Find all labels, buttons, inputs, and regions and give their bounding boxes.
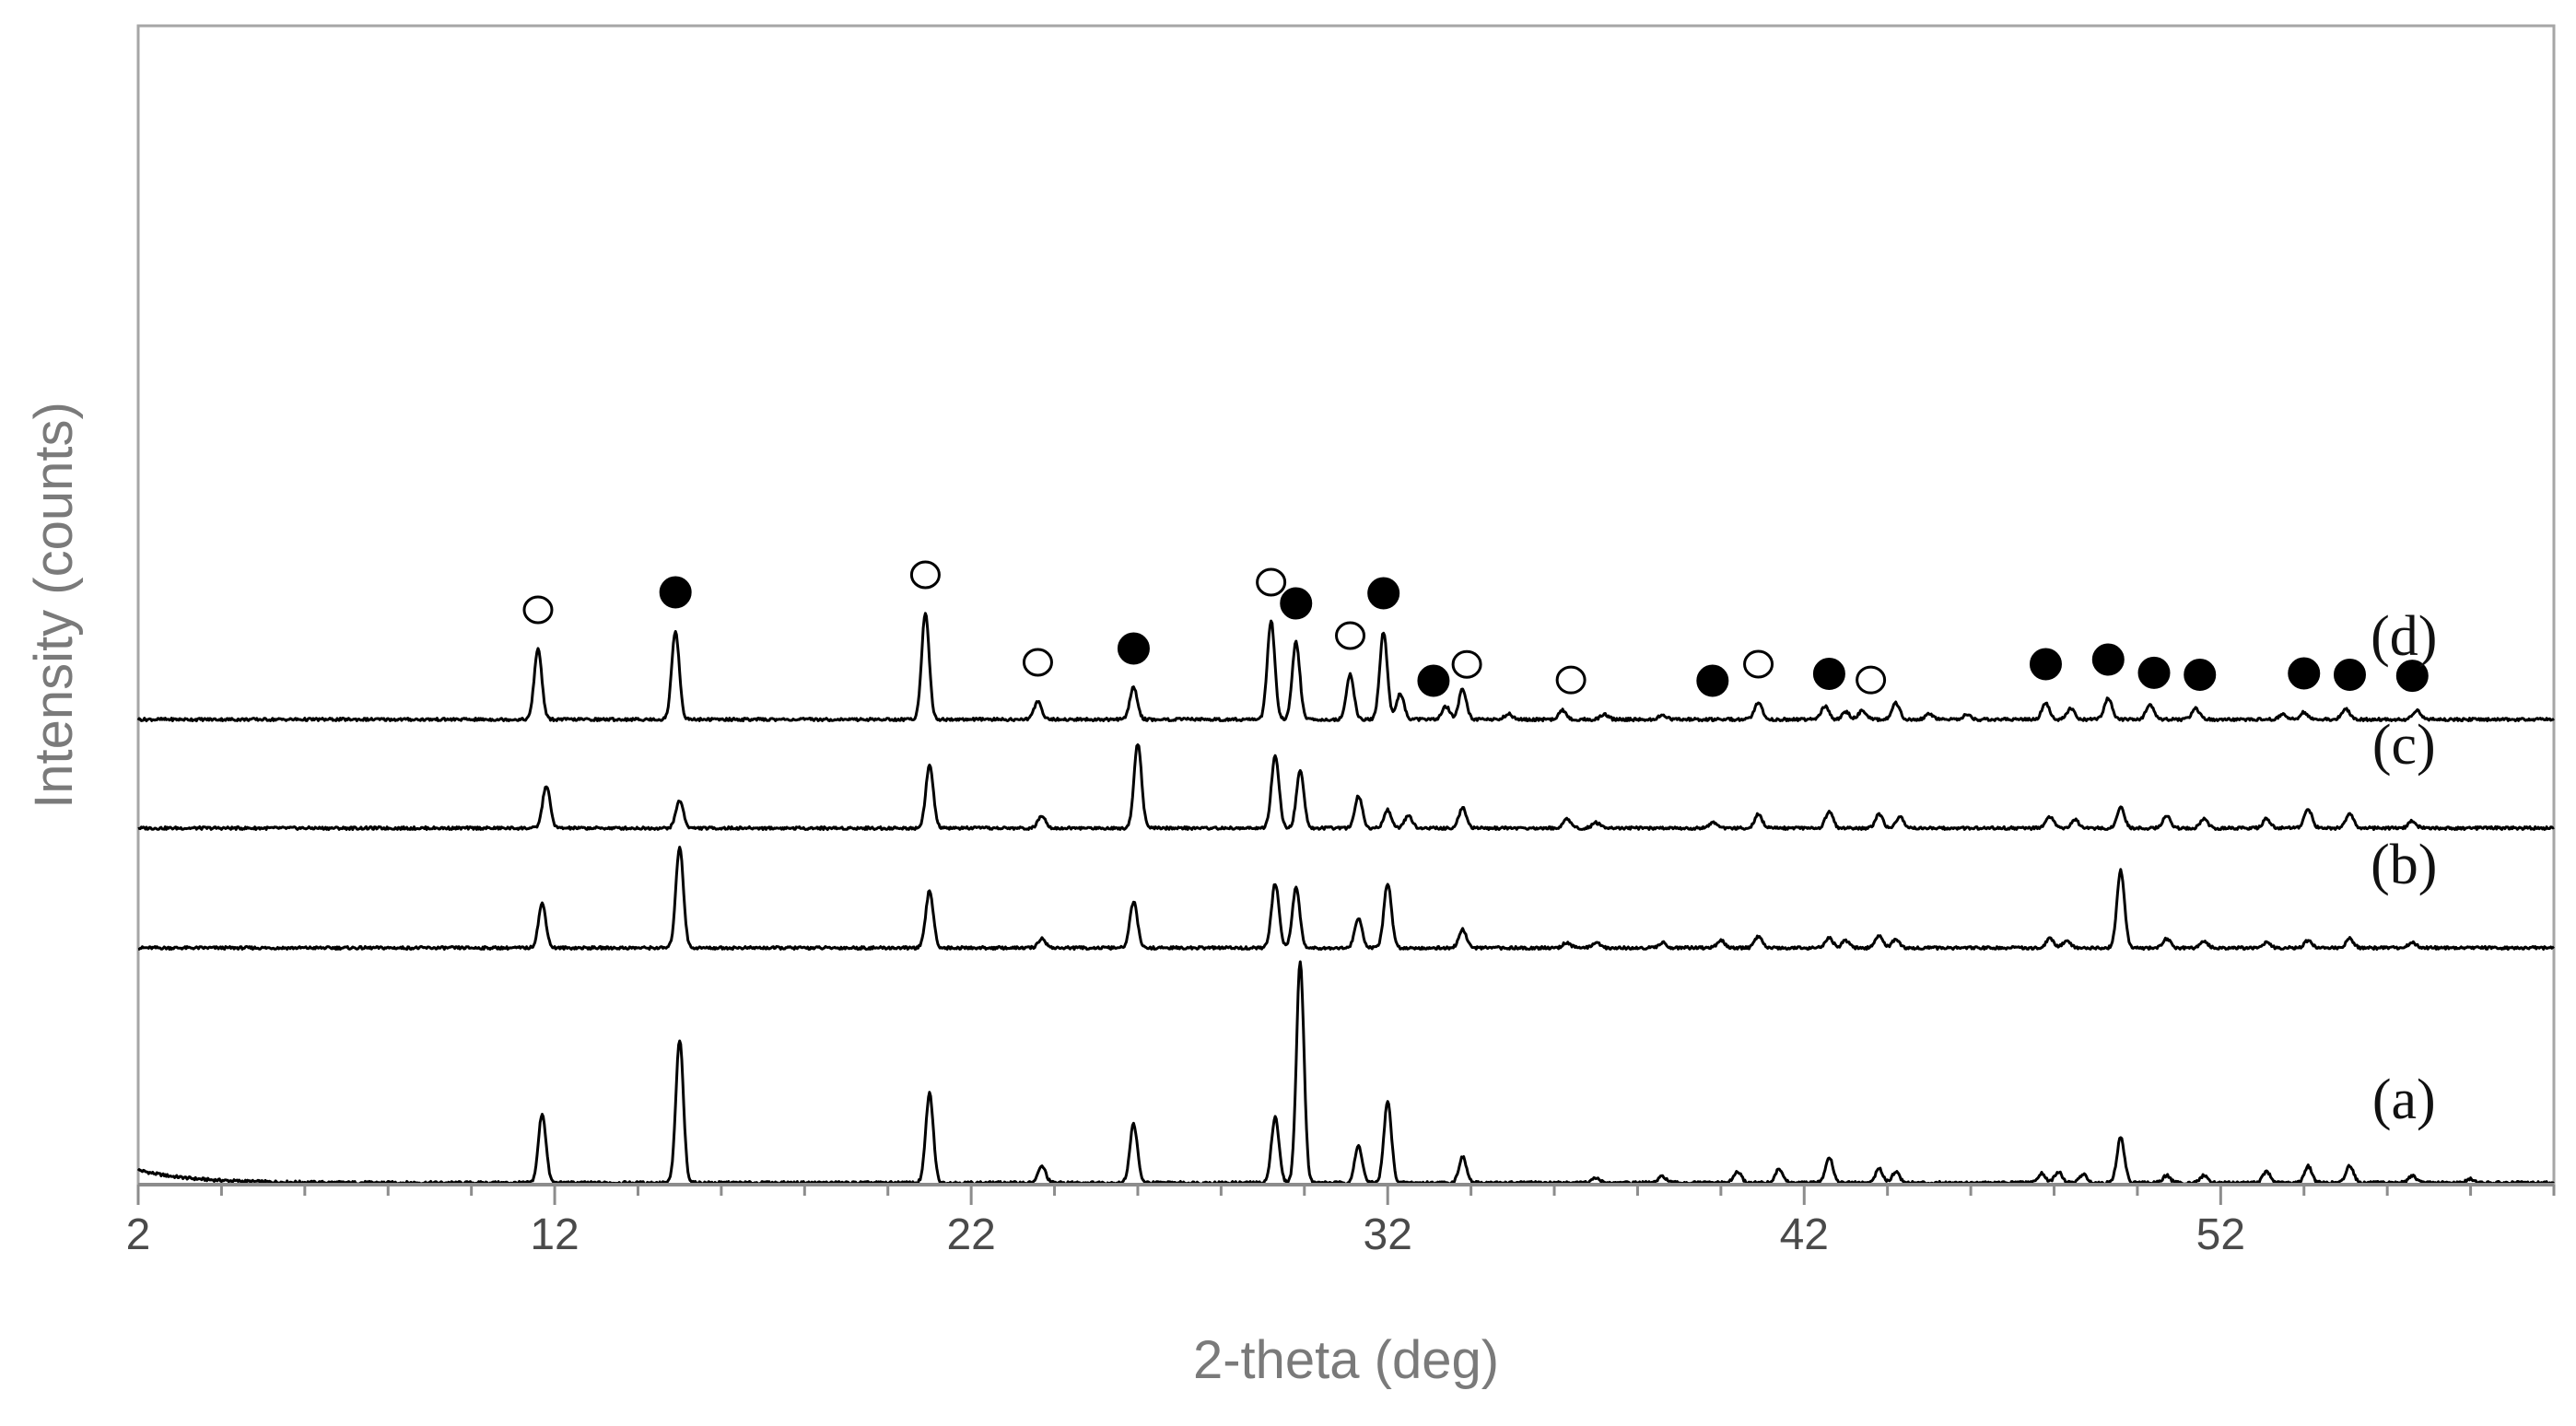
open-circle-marker-5 [1256, 567, 1287, 597]
filled-circle-marker-16 [2029, 648, 2062, 681]
trace-labels-layer: (a) (b) (c) (d) [2371, 605, 2437, 1131]
filled-circle-marker-12 [1696, 664, 1729, 697]
filled-circle-marker-8 [1367, 577, 1400, 610]
x-ticks-layer [136, 1185, 2556, 1205]
x-tick-labels-layer: 2 12 22 32 42 52 [126, 1210, 2245, 1259]
open-circle-marker-13 [1743, 649, 1774, 679]
open-circle-marker-0 [522, 595, 554, 625]
filled-circle-marker-6 [1280, 587, 1313, 620]
trace-label-2: (c) [2372, 714, 2436, 777]
series-trace-0 [136, 960, 2555, 1186]
filled-circle-marker-14 [1812, 657, 1845, 690]
series-trace-3 [136, 612, 2555, 722]
filled-circle-marker-20 [2288, 657, 2321, 690]
filled-circle-marker-18 [2137, 656, 2171, 689]
filled-circle-marker-17 [2091, 643, 2125, 676]
x-tick-label-42: 42 [1780, 1210, 1829, 1259]
filled-circle-marker-19 [2184, 659, 2217, 692]
series-trace-2 [137, 743, 2555, 831]
open-circle-marker-15 [1856, 665, 1887, 695]
y-axis-title: Intensity (counts) [24, 402, 84, 809]
filled-circle-marker-21 [2333, 659, 2366, 692]
open-circle-marker-2 [909, 560, 941, 590]
filled-circle-marker-22 [2395, 660, 2429, 693]
open-circle-marker-11 [1555, 665, 1587, 695]
trace-label-1: (b) [2371, 834, 2437, 896]
x-tick-label-12: 12 [530, 1210, 579, 1259]
x-tick-label-32: 32 [1364, 1210, 1412, 1259]
traces-layer [136, 612, 2555, 1186]
x-axis-title: 2-theta (deg) [1193, 1330, 1499, 1390]
plot-frame [136, 24, 2556, 1186]
filled-circle-marker-1 [659, 576, 692, 609]
x-tick-label-2: 2 [126, 1210, 151, 1259]
phase-markers-layer [522, 560, 2429, 697]
open-circle-marker-10 [1451, 649, 1482, 679]
trace-label-0: (a) [2372, 1069, 2436, 1131]
filled-circle-marker-9 [1417, 664, 1450, 697]
series-trace-1 [137, 846, 2555, 951]
open-circle-marker-7 [1335, 621, 1366, 650]
trace-label-3: (d) [2371, 605, 2437, 668]
open-circle-marker-3 [1022, 648, 1053, 677]
x-tick-label-22: 22 [946, 1210, 995, 1259]
x-tick-label-52: 52 [2196, 1210, 2245, 1259]
filled-circle-marker-4 [1117, 632, 1150, 665]
